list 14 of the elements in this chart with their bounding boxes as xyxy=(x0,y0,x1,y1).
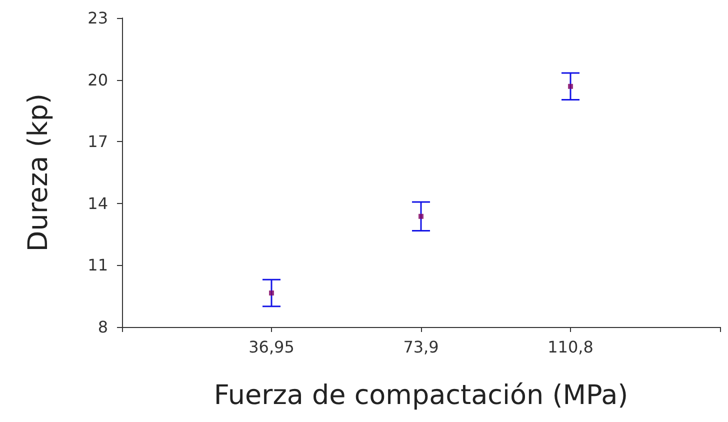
y-tick-label: 23 xyxy=(88,8,108,28)
y-tick-label: 14 xyxy=(88,194,108,213)
point xyxy=(269,290,274,296)
y-tick-label: 20 xyxy=(88,70,108,90)
x-tick-label: 73,9 xyxy=(403,338,439,356)
y-tick-label: 17 xyxy=(88,132,108,152)
y-tick-label: 11 xyxy=(88,256,108,275)
x-tick-label: 110,8 xyxy=(548,338,594,356)
y-tick-label: 8 xyxy=(98,318,108,336)
x-axis-title: Fuerza de compactación (MPa) xyxy=(214,380,628,411)
point xyxy=(568,84,573,89)
x-tick-label: 36,95 xyxy=(248,338,294,356)
point xyxy=(418,214,424,219)
y-axis-title: Dureza (kp) xyxy=(23,93,54,252)
